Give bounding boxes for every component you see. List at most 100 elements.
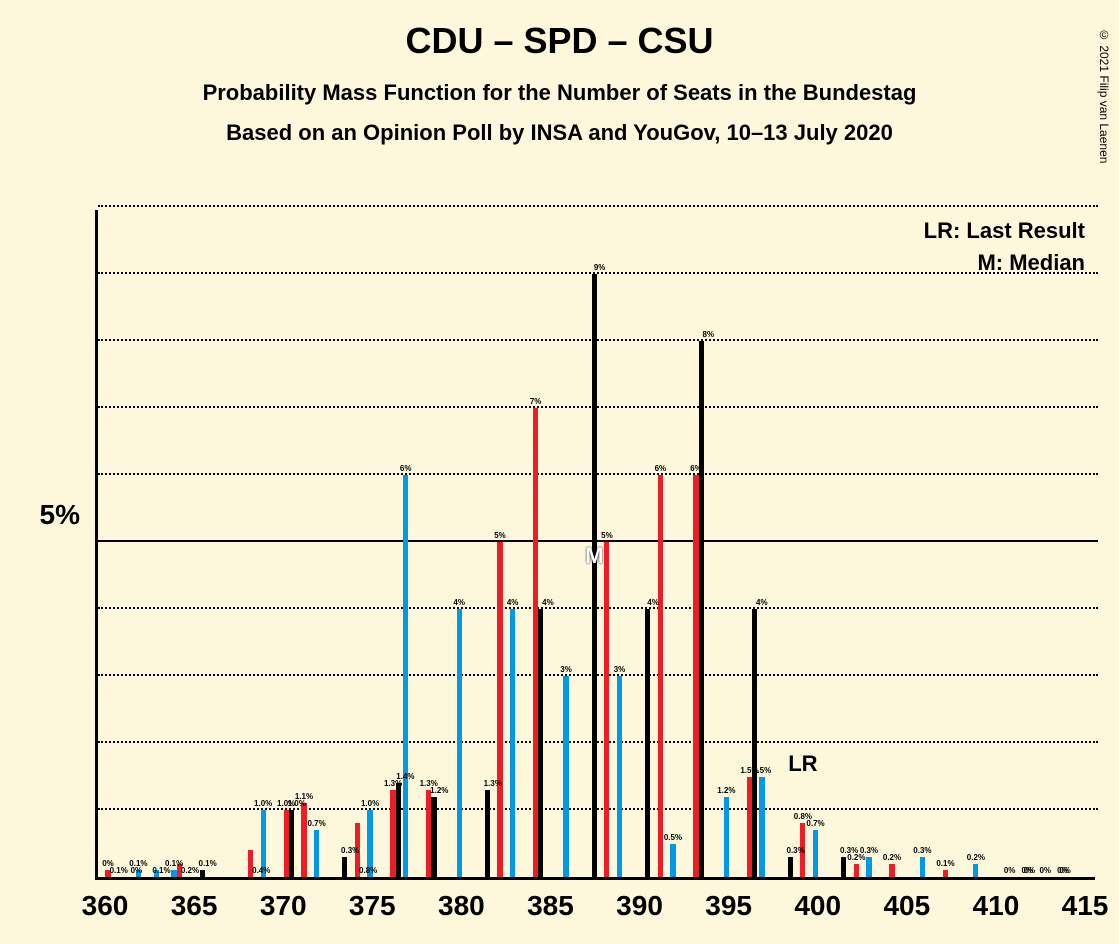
- plot-region: LR: Last Result M: Median 0%0.1%0%0.1%0.…: [95, 210, 1095, 880]
- chart-title: CDU – SPD – CSU: [0, 20, 1119, 62]
- bar-value-label: 0.1%: [129, 859, 147, 868]
- bar-black: [342, 857, 347, 877]
- bar-value-label: 9%: [594, 263, 606, 272]
- bar-value-label: 0.1%: [936, 859, 954, 868]
- gridline: [98, 205, 1098, 207]
- bar-value-label: 1.1%: [295, 792, 313, 801]
- bar-value-label: 0.2%: [967, 853, 985, 862]
- marker-last-result: LR: [788, 751, 817, 777]
- bar-value-label: 5%: [494, 531, 506, 540]
- bar-blue: [403, 475, 408, 877]
- bar-blue: [670, 844, 675, 878]
- copyright: © 2021 Filip van Laenen: [1097, 28, 1111, 163]
- bar-black: [841, 857, 846, 877]
- gridline: [98, 674, 1098, 676]
- bar-red: [497, 542, 502, 877]
- gridline: [98, 741, 1098, 743]
- x-axis-label: 390: [616, 890, 663, 922]
- gridline: [98, 607, 1098, 609]
- bar-blue: [457, 609, 462, 877]
- x-axis-label: 395: [705, 890, 752, 922]
- bar-value-label: 6%: [400, 464, 412, 473]
- bar-value-label: 0%: [1039, 866, 1051, 875]
- bar-value-label: 0.7%: [806, 819, 824, 828]
- x-axis-label: 405: [883, 890, 930, 922]
- bar-blue: [813, 830, 818, 877]
- bar-value-label: 1.2%: [430, 786, 448, 795]
- bar-black: [752, 609, 757, 877]
- gridline: [98, 808, 1098, 810]
- bar-blue: [563, 676, 568, 877]
- bar-value-label: 0.5%: [664, 833, 682, 842]
- bar-value-label: 6%: [655, 464, 667, 473]
- bar-black: [538, 609, 543, 877]
- chart-area: LR: Last Result M: Median 0%0.1%0%0.1%0.…: [95, 210, 1095, 880]
- bar-blue: [920, 857, 925, 877]
- bar-value-label: 1.2%: [717, 786, 735, 795]
- bar-value-label: 0.7%: [307, 819, 325, 828]
- x-axis-label: 410: [973, 890, 1020, 922]
- x-axis-label: 365: [171, 890, 218, 922]
- x-axis-label: 415: [1062, 890, 1109, 922]
- bar-red: [658, 475, 663, 877]
- bar-value-label: 4%: [507, 598, 519, 607]
- bar-value-label: 1.4%: [396, 772, 414, 781]
- bar-blue: [973, 864, 978, 877]
- bar-value-label: 0.4%: [252, 866, 270, 875]
- bar-value-label: 0%: [1004, 866, 1016, 875]
- bar-red: [943, 870, 948, 877]
- x-axis-label: 385: [527, 890, 574, 922]
- bar-black: [645, 609, 650, 877]
- bar-black: [396, 783, 401, 877]
- bar-blue: [510, 609, 515, 877]
- bar-black: [200, 870, 205, 877]
- bar-value-label: 1.5%: [753, 766, 771, 775]
- gridline: [98, 473, 1098, 475]
- bar-black: [289, 810, 294, 877]
- bar-value-label: 0%: [1024, 866, 1036, 875]
- bar-value-label: 1.3%: [484, 779, 502, 788]
- bar-value-label: 0.3%: [341, 846, 359, 855]
- bar-black: [592, 274, 597, 877]
- bar-value-label: 0.3%: [860, 846, 878, 855]
- bar-value-label: 3%: [614, 665, 626, 674]
- bar-red: [854, 864, 859, 877]
- bar-red: [604, 542, 609, 877]
- bar-value-label: 1.0%: [361, 799, 379, 808]
- x-axis-label: 370: [260, 890, 307, 922]
- bar-value-label: 0.1%: [199, 859, 217, 868]
- bar-value-label: 4%: [647, 598, 659, 607]
- bar-value-label: 0.2%: [181, 866, 199, 875]
- bar-value-label: 8%: [703, 330, 715, 339]
- bar-black: [485, 790, 490, 877]
- bar-value-label: 3%: [560, 665, 572, 674]
- bar-red: [889, 864, 894, 877]
- bar-value-label: 4%: [453, 598, 465, 607]
- bar-value-label: 4%: [756, 598, 768, 607]
- gridline: [98, 339, 1098, 341]
- bar-value-label: 0.2%: [883, 853, 901, 862]
- marker-median: M: [585, 543, 603, 569]
- bar-blue: [759, 777, 764, 878]
- bar-value-label: 7%: [530, 397, 542, 406]
- bar-blue: [724, 797, 729, 877]
- gridline: [98, 406, 1098, 408]
- bar-blue: [617, 676, 622, 877]
- legend-lr: LR: Last Result: [924, 218, 1085, 244]
- bar-value-label: 0%: [1059, 866, 1071, 875]
- gridline: [98, 540, 1098, 542]
- bar-value-label: 1.0%: [254, 799, 272, 808]
- bar-blue: [314, 830, 319, 877]
- x-axis-label: 380: [438, 890, 485, 922]
- bar-value-label: 0.3%: [913, 846, 931, 855]
- bar-black: [699, 341, 704, 877]
- chart-subtitle-1: Probability Mass Function for the Number…: [0, 80, 1119, 106]
- bar-value-label: 4%: [542, 598, 554, 607]
- bar-black: [431, 797, 436, 877]
- x-axis-label: 360: [82, 890, 129, 922]
- bar-value-label: 0.3%: [787, 846, 805, 855]
- y-axis-label: 5%: [40, 499, 80, 531]
- x-axis-label: 375: [349, 890, 396, 922]
- bar-value-label: 0.8%: [359, 866, 377, 875]
- bar-value-label: 0.1%: [110, 866, 128, 875]
